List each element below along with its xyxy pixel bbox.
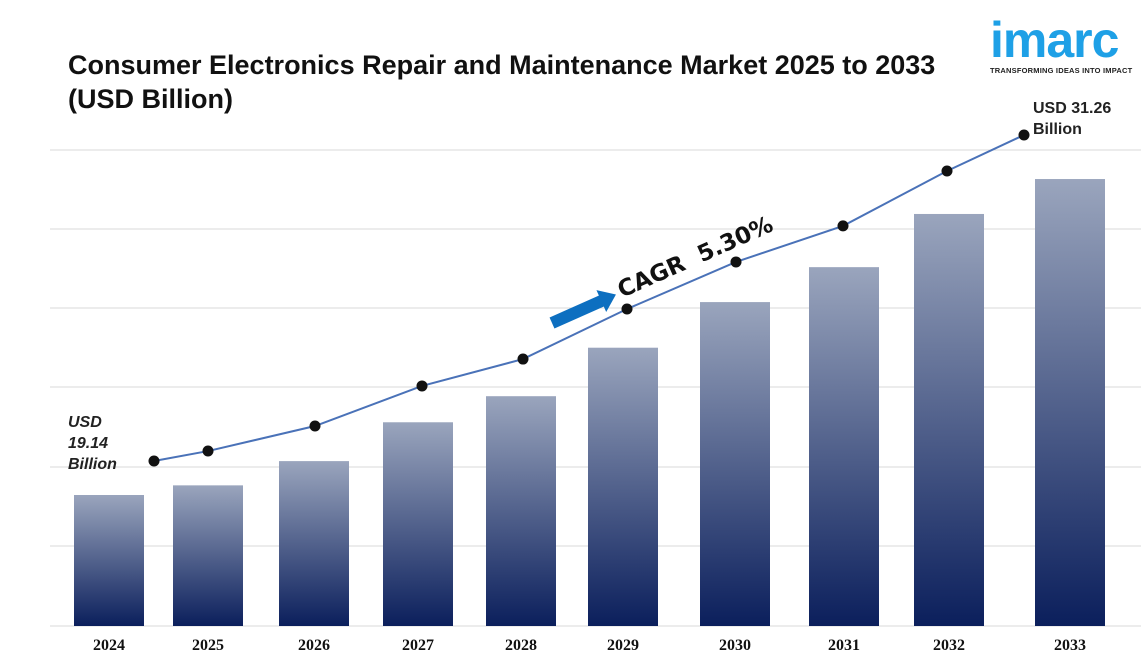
x-tick-label: 2033 xyxy=(1054,637,1086,652)
line-marker xyxy=(202,445,214,457)
bar-2029 xyxy=(588,347,658,626)
bar-2032 xyxy=(914,213,984,626)
start-value-label: USD 19.14 Billion xyxy=(68,412,117,475)
imarc-logo: imarc TRANSFORMING IDEAS INTO IMPACT xyxy=(990,14,1140,75)
line-marker xyxy=(148,455,160,467)
x-tick-label: 2028 xyxy=(505,637,537,652)
trend-line xyxy=(153,134,1025,462)
line-marker xyxy=(309,420,321,432)
start-label-line: USD xyxy=(68,414,102,431)
start-label-line: 19.14 xyxy=(68,435,109,452)
x-tick-label: 2025 xyxy=(192,637,224,652)
bar-2030 xyxy=(700,302,770,626)
x-tick-label: 2027 xyxy=(402,637,434,652)
end-label-line: USD 31.26 xyxy=(1033,100,1112,117)
logo-word: imarc xyxy=(990,12,1119,68)
bar-2024 xyxy=(74,495,144,626)
line-marker xyxy=(416,380,428,392)
x-tick-label: 2029 xyxy=(607,637,639,652)
line-marker xyxy=(1018,129,1030,141)
end-value-label: USD 31.26 Billion xyxy=(1033,98,1111,140)
x-tick-label: 2031 xyxy=(828,637,860,652)
bar-2025 xyxy=(173,485,243,626)
line-marker xyxy=(517,353,529,365)
end-label-line: Billion xyxy=(1033,121,1082,138)
cagr-arrow xyxy=(549,290,616,329)
line-marker xyxy=(621,303,633,315)
x-tick-label: 2024 xyxy=(93,637,125,652)
bar-2026 xyxy=(279,461,349,626)
x-tick-label: 2026 xyxy=(298,637,330,652)
logo-tagline: TRANSFORMING IDEAS INTO IMPACT xyxy=(990,66,1133,75)
line-marker xyxy=(730,256,742,268)
line-marker xyxy=(837,220,849,232)
chart-title: Consumer Electronics Repair and Maintena… xyxy=(68,50,936,114)
bar-2028 xyxy=(486,396,556,626)
x-tick-label: 2032 xyxy=(933,637,965,652)
line-marker xyxy=(941,165,953,177)
bar-2031 xyxy=(809,267,879,626)
start-label-line: Billion xyxy=(68,456,117,473)
cagr-label: CAGR 5.30% xyxy=(614,212,777,304)
bar-2033 xyxy=(1035,179,1105,626)
x-tick-label: 2030 xyxy=(719,637,751,652)
bar-2027 xyxy=(383,422,453,626)
